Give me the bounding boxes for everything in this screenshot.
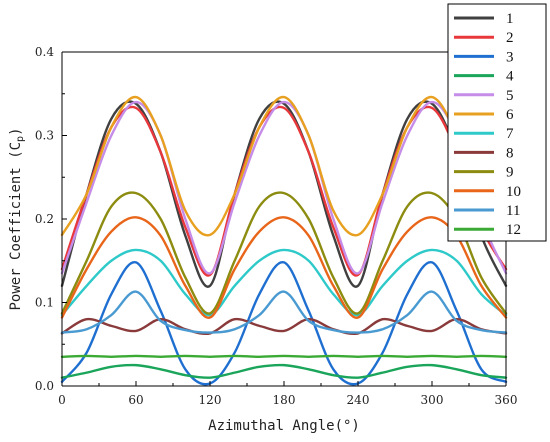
- y-axis-title: Power Coefficient (Cp): [8, 127, 26, 310]
- x-axis-title: Azimuthal Angle(°): [208, 418, 360, 434]
- series-line-6: [60, 95, 508, 237]
- legend-label-4: 4: [506, 69, 514, 85]
- tick-labels: 0 60 120 180 240 300 360 0.0 0.1 0.2 0.3 0.4: [35, 45, 518, 407]
- y-axis-title-main: Power Coefficient (C: [8, 142, 24, 311]
- series-line-8: [60, 317, 508, 335]
- x-tick-label-240: 240: [347, 393, 370, 407]
- series-line-12: [60, 354, 508, 358]
- legend-label-2: 2: [506, 30, 514, 46]
- series-line-1: [60, 100, 508, 288]
- x-tick-label-360: 360: [495, 393, 518, 407]
- y-tick-label-0.3: 0.3: [35, 129, 54, 143]
- legend-label-8: 8: [506, 145, 514, 161]
- legend-label-7: 7: [506, 126, 514, 142]
- y-axis-title-close: ): [8, 127, 24, 135]
- x-tick-label-300: 300: [421, 393, 444, 407]
- legend-label-9: 9: [506, 165, 514, 181]
- legend-label-3: 3: [506, 49, 514, 65]
- y-tick-label-0.0: 0.0: [35, 379, 54, 393]
- series-line-3: [60, 261, 508, 386]
- legend-label-6: 6: [506, 107, 514, 123]
- y-axis-title-sub: p: [15, 136, 26, 142]
- plot-lines: [60, 95, 508, 386]
- ticks: [61, 51, 507, 387]
- series-line-4: [60, 363, 508, 379]
- legend-label-11: 11: [506, 203, 520, 219]
- legend-label-5: 5: [506, 88, 514, 104]
- y-tick-label-0.2: 0.2: [35, 212, 54, 226]
- x-tick-label-60: 60: [128, 393, 143, 407]
- series-line-5: [60, 100, 508, 275]
- y-tick-label-0.4: 0.4: [35, 45, 54, 59]
- legend-box: [447, 3, 547, 242]
- series-line-7: [60, 248, 508, 317]
- y-tick-label-0.1: 0.1: [35, 296, 54, 310]
- series-line-9: [60, 191, 508, 315]
- legend-label-10: 10: [506, 184, 521, 200]
- series-line-10: [60, 216, 508, 319]
- x-tick-label-120: 120: [199, 393, 222, 407]
- legend-label-1: 1: [506, 11, 514, 27]
- x-tick-label-0: 0: [58, 393, 66, 407]
- series-line-11: [60, 290, 508, 334]
- series-line-2: [60, 105, 508, 277]
- legend-label-12: 12: [506, 222, 521, 238]
- x-tick-label-180: 180: [273, 393, 296, 407]
